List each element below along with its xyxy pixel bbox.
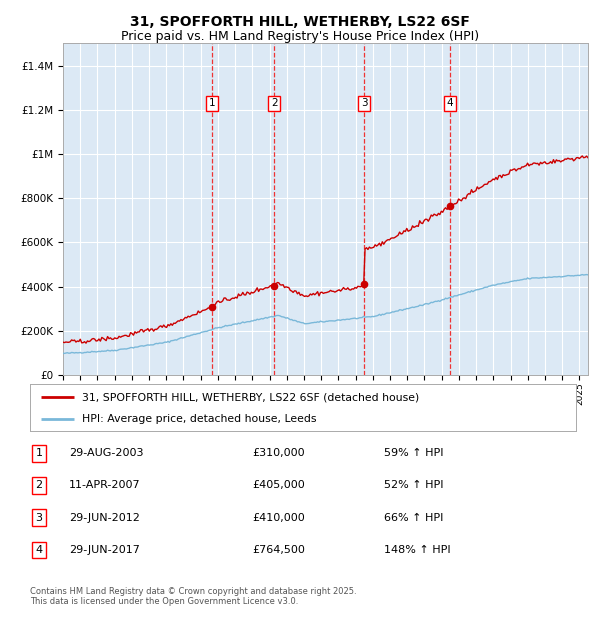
Text: £764,500: £764,500 [252,545,305,555]
Text: 52% ↑ HPI: 52% ↑ HPI [384,480,443,490]
Text: £410,000: £410,000 [252,513,305,523]
Text: 31, SPOFFORTH HILL, WETHERBY, LS22 6SF: 31, SPOFFORTH HILL, WETHERBY, LS22 6SF [130,16,470,30]
Text: £310,000: £310,000 [252,448,305,458]
Text: 29-JUN-2012: 29-JUN-2012 [69,513,140,523]
Text: 3: 3 [361,98,367,108]
Text: 3: 3 [35,513,43,523]
Text: £405,000: £405,000 [252,480,305,490]
Text: 66% ↑ HPI: 66% ↑ HPI [384,513,443,523]
Text: 31, SPOFFORTH HILL, WETHERBY, LS22 6SF (detached house): 31, SPOFFORTH HILL, WETHERBY, LS22 6SF (… [82,392,419,402]
Text: 148% ↑ HPI: 148% ↑ HPI [384,545,451,555]
Text: 29-JUN-2017: 29-JUN-2017 [69,545,140,555]
Text: 4: 4 [35,545,43,555]
Text: 2: 2 [271,98,278,108]
Text: Contains HM Land Registry data © Crown copyright and database right 2025.
This d: Contains HM Land Registry data © Crown c… [30,587,356,606]
Text: 59% ↑ HPI: 59% ↑ HPI [384,448,443,458]
Text: 11-APR-2007: 11-APR-2007 [69,480,140,490]
Text: 1: 1 [35,448,43,458]
Text: HPI: Average price, detached house, Leeds: HPI: Average price, detached house, Leed… [82,414,316,424]
Text: 1: 1 [209,98,215,108]
Text: 2: 2 [35,480,43,490]
Text: 4: 4 [447,98,454,108]
Text: Price paid vs. HM Land Registry's House Price Index (HPI): Price paid vs. HM Land Registry's House … [121,30,479,43]
Text: 29-AUG-2003: 29-AUG-2003 [69,448,143,458]
